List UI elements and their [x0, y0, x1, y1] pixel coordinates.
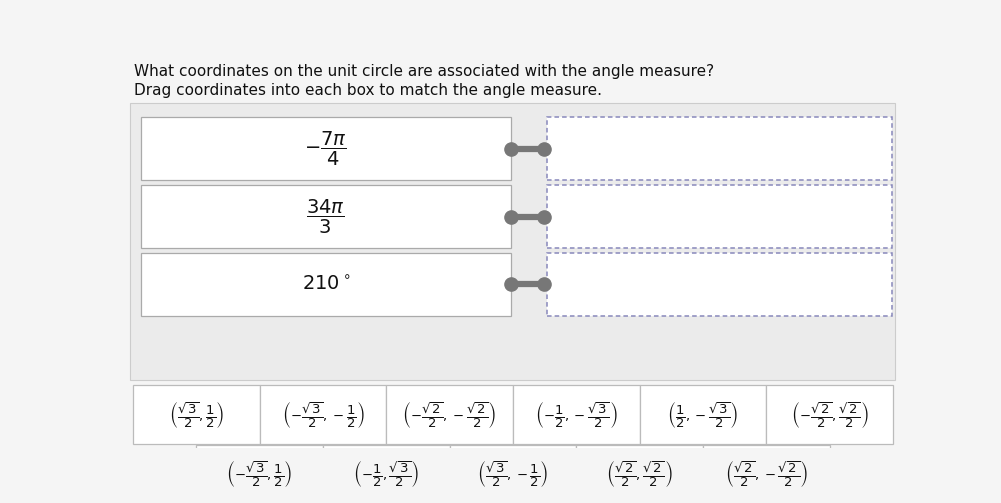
FancyBboxPatch shape — [140, 117, 512, 181]
FancyBboxPatch shape — [130, 103, 896, 380]
Text: $\left(\dfrac{1}{2},-\dfrac{\sqrt{3}}{2}\right)$: $\left(\dfrac{1}{2},-\dfrac{\sqrt{3}}{2}… — [668, 399, 739, 430]
FancyBboxPatch shape — [514, 385, 640, 444]
Text: $\left(-\dfrac{\sqrt{2}}{2},\dfrac{\sqrt{2}}{2}\right)$: $\left(-\dfrac{\sqrt{2}}{2},\dfrac{\sqrt… — [791, 399, 869, 430]
FancyBboxPatch shape — [140, 253, 512, 316]
Text: $\left(\dfrac{\sqrt{3}}{2},-\dfrac{1}{2}\right)$: $\left(\dfrac{\sqrt{3}}{2},-\dfrac{1}{2}… — [477, 459, 549, 489]
Text: $210^\circ$: $210^\circ$ — [301, 275, 350, 294]
FancyBboxPatch shape — [133, 385, 259, 444]
Text: What coordinates on the unit circle are associated with the angle measure?: What coordinates on the unit circle are … — [134, 64, 715, 79]
FancyBboxPatch shape — [767, 385, 893, 444]
FancyBboxPatch shape — [547, 253, 892, 316]
FancyBboxPatch shape — [323, 445, 449, 503]
Text: $\dfrac{34\pi}{3}$: $\dfrac{34\pi}{3}$ — [306, 198, 345, 236]
Text: $\left(-\dfrac{\sqrt{3}}{2},\dfrac{1}{2}\right)$: $\left(-\dfrac{\sqrt{3}}{2},\dfrac{1}{2}… — [226, 459, 292, 489]
Text: $\left(-\dfrac{\sqrt{3}}{2},-\dfrac{1}{2}\right)$: $\left(-\dfrac{\sqrt{3}}{2},-\dfrac{1}{2… — [281, 399, 364, 430]
FancyBboxPatch shape — [547, 185, 892, 248]
FancyBboxPatch shape — [259, 385, 386, 444]
Text: $\left(-\dfrac{\sqrt{2}}{2},-\dfrac{\sqrt{2}}{2}\right)$: $\left(-\dfrac{\sqrt{2}}{2},-\dfrac{\sqr… — [402, 399, 496, 430]
Text: $-\dfrac{7\pi}{4}$: $-\dfrac{7\pi}{4}$ — [304, 130, 347, 168]
FancyBboxPatch shape — [140, 185, 512, 248]
Text: $\left(\dfrac{\sqrt{3}}{2},\dfrac{1}{2}\right)$: $\left(\dfrac{\sqrt{3}}{2},\dfrac{1}{2}\… — [168, 399, 224, 430]
FancyBboxPatch shape — [196, 445, 323, 503]
FancyBboxPatch shape — [386, 385, 514, 444]
FancyBboxPatch shape — [547, 117, 892, 181]
FancyBboxPatch shape — [449, 445, 577, 503]
FancyBboxPatch shape — [577, 445, 703, 503]
FancyBboxPatch shape — [703, 445, 830, 503]
Text: Drag coordinates into each box to match the angle measure.: Drag coordinates into each box to match … — [134, 83, 603, 99]
Text: $\left(-\dfrac{1}{2},-\dfrac{\sqrt{3}}{2}\right)$: $\left(-\dfrac{1}{2},-\dfrac{\sqrt{3}}{2… — [536, 399, 618, 430]
Text: $\left(-\dfrac{1}{2},\dfrac{\sqrt{3}}{2}\right)$: $\left(-\dfrac{1}{2},\dfrac{\sqrt{3}}{2}… — [353, 459, 419, 489]
FancyBboxPatch shape — [640, 385, 767, 444]
Text: $\left(\dfrac{\sqrt{2}}{2},-\dfrac{\sqrt{2}}{2}\right)$: $\left(\dfrac{\sqrt{2}}{2},-\dfrac{\sqrt… — [725, 459, 808, 489]
Text: $\left(\dfrac{\sqrt{2}}{2},\dfrac{\sqrt{2}}{2}\right)$: $\left(\dfrac{\sqrt{2}}{2},\dfrac{\sqrt{… — [607, 459, 674, 489]
